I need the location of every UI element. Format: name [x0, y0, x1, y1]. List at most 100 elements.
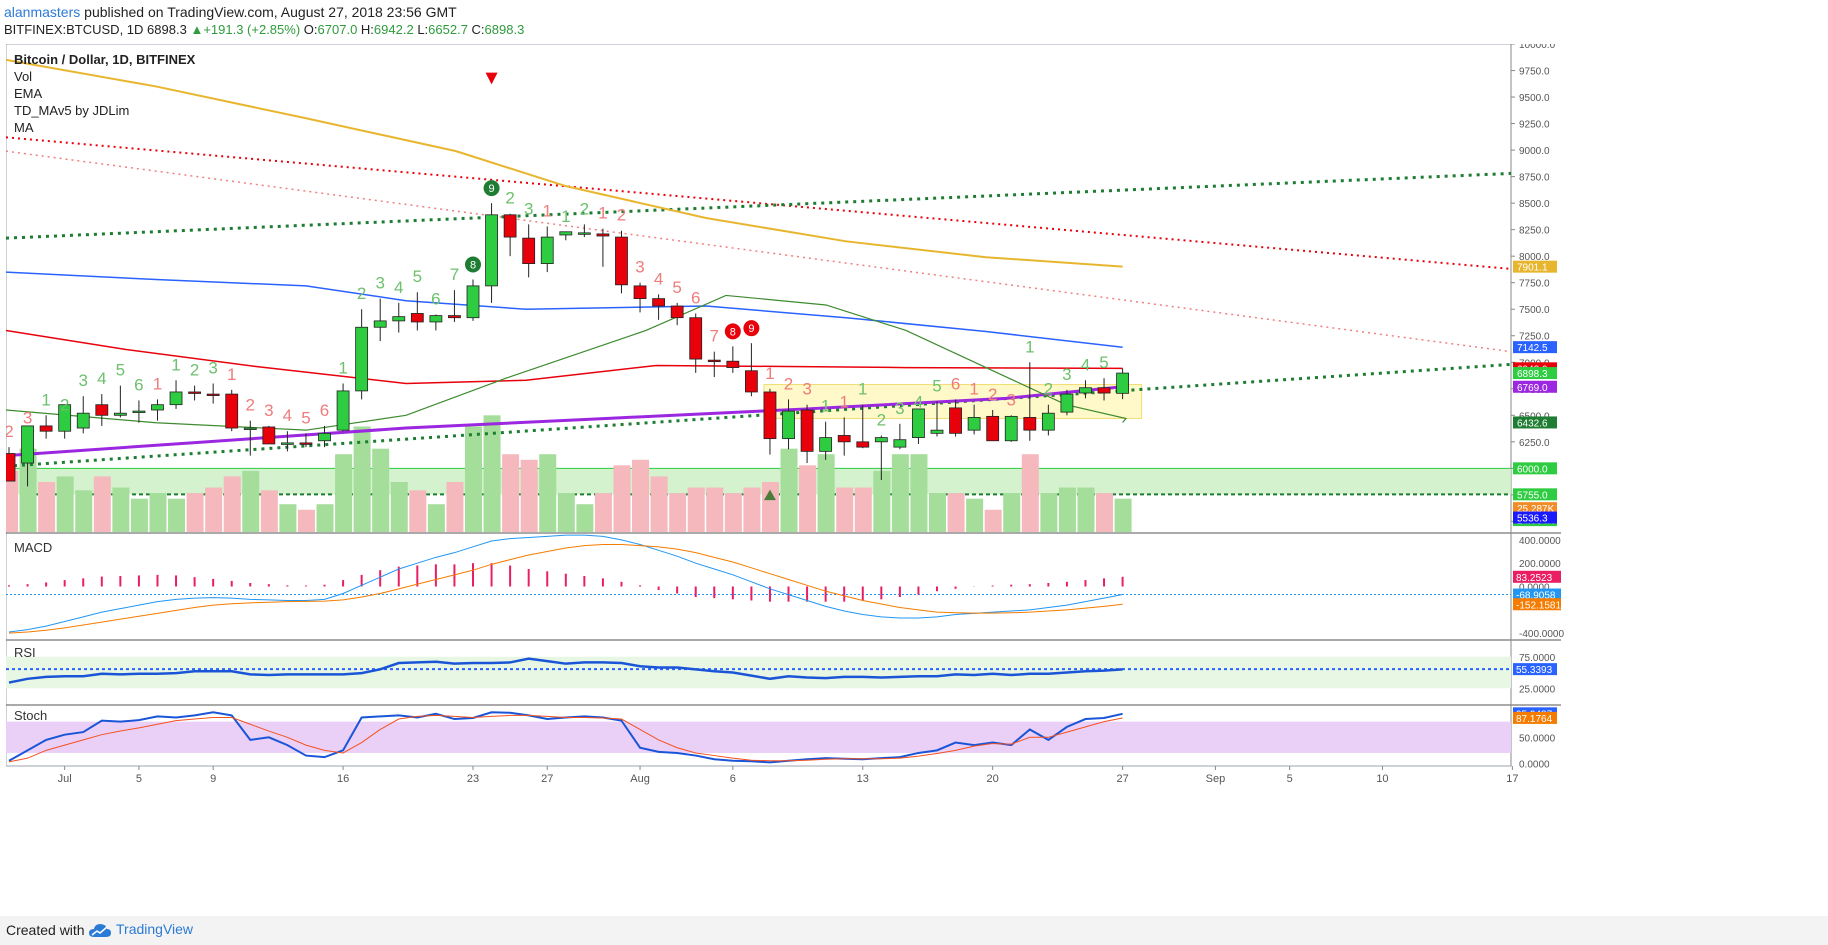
candle-body	[39, 425, 53, 432]
created-with-text: Created with	[6, 922, 85, 938]
y-tick-label: 8250.0	[1519, 226, 1550, 237]
x-tick-label: 16	[337, 773, 349, 785]
td-count-label: 3	[208, 358, 217, 377]
volume-bar	[854, 487, 872, 532]
x-tick-label: Jul	[58, 773, 72, 785]
candle-body	[540, 236, 554, 265]
volume-bar	[984, 509, 1002, 532]
td-count-label: 3	[23, 408, 32, 427]
legend-item-vol[interactable]: Vol	[14, 69, 33, 84]
td-count-label: 1	[543, 201, 552, 220]
low-label: L:	[417, 22, 429, 37]
candle-body	[1060, 393, 1074, 413]
high-label: H:	[360, 22, 374, 37]
last-price: 6898.3	[147, 22, 187, 37]
td-count-label: 6	[431, 290, 440, 309]
candle-body	[429, 315, 443, 323]
stoch-value-box	[1513, 711, 1557, 724]
candle-body	[410, 313, 424, 323]
td-count-label: 4	[654, 269, 663, 288]
candle-body	[596, 233, 610, 237]
candle-body	[466, 285, 480, 319]
volume-bar	[279, 504, 297, 532]
volume-bar	[724, 493, 742, 532]
td-count-label: 7	[450, 265, 459, 284]
candle-body	[318, 432, 331, 442]
macd-line	[8, 534, 1123, 633]
candle-body	[726, 360, 740, 368]
candle-body	[336, 390, 350, 431]
high-value: 6942.2	[373, 22, 414, 37]
volume-bar	[799, 465, 817, 532]
td-count-label: 1	[598, 204, 607, 223]
candle-body	[800, 409, 814, 452]
volume-bar	[966, 498, 984, 532]
open-label: O:	[303, 22, 318, 37]
rsi-y-tick-label: 75.0000	[1519, 653, 1556, 664]
open-value: 6707.0	[317, 22, 358, 37]
td-count-label: 3	[802, 380, 811, 399]
volume-bar	[947, 493, 965, 532]
candle-body	[949, 407, 962, 434]
td-count-label: 9	[488, 183, 494, 195]
ema-blue-line	[5, 271, 1123, 348]
candle-body	[243, 427, 257, 430]
legend-item-ema[interactable]: EMA	[14, 86, 43, 101]
candle-body	[1097, 387, 1111, 394]
volume-bar	[1077, 487, 1095, 532]
stoch-y-tick-label: 50.0000	[1519, 733, 1556, 744]
td-count-label: 1	[765, 364, 774, 383]
td-count-label: 1	[858, 380, 867, 399]
volume-bar	[520, 459, 538, 532]
candle-body	[206, 393, 220, 396]
sell-signal-triangle-icon	[485, 72, 498, 85]
publish-line: alanmasters published on TradingView.com…	[4, 4, 457, 20]
support-trendline-upper	[5, 171, 1512, 240]
x-tick-label: 5	[1287, 773, 1293, 785]
legend-item-ma[interactable]: MA	[14, 120, 34, 135]
y-tick-label: 9000.0	[1519, 146, 1550, 157]
volume-bar	[502, 454, 520, 532]
candle-body	[559, 231, 573, 236]
td-count-label: 1	[227, 365, 236, 384]
tradingview-brand[interactable]: TradingView	[88, 921, 193, 937]
td-count-label: 2	[190, 361, 199, 380]
volume-bar	[1003, 493, 1021, 532]
volume-bar	[929, 493, 946, 532]
y-tick-label: 9250.0	[1519, 120, 1550, 131]
td-count-label: 2	[617, 206, 626, 225]
y-tick-label: 6250.0	[1519, 438, 1550, 449]
volume-bar	[1058, 487, 1076, 532]
y-tick-label: 8000.0	[1519, 252, 1550, 263]
price-label-box	[1513, 416, 1557, 429]
volume-bar	[891, 454, 909, 532]
volume-bar	[613, 465, 631, 532]
footer: Created with TradingView	[0, 916, 1828, 945]
macd-y-tick-label: -400.0000	[1519, 629, 1564, 640]
td-count-label: 1	[338, 358, 347, 377]
volume-bar	[446, 482, 464, 532]
rsi-y-tick-label: 25.0000	[1519, 684, 1556, 695]
volume-bar	[1040, 493, 1058, 532]
x-tick-label: 9	[210, 773, 216, 785]
td-count-label: 4	[914, 392, 923, 411]
price-label-box	[1513, 502, 1557, 515]
candle-body	[1023, 417, 1037, 431]
x-tick-label: 6	[730, 773, 736, 785]
x-tick-label: 27	[1116, 773, 1128, 785]
up-arrow-icon: ▲	[190, 22, 204, 37]
price-label-box	[1513, 260, 1557, 273]
x-tick-label: 27	[541, 773, 553, 785]
volume-bar	[205, 487, 223, 532]
volume-bar	[335, 454, 353, 532]
legend-item-td[interactable]: TD_MAv5 by JDLim	[14, 103, 130, 118]
author-link[interactable]: alanmasters	[4, 4, 81, 20]
price-label-text: 5536.3	[1517, 514, 1548, 525]
td-count-circle	[724, 323, 741, 340]
published-text: published on TradingView.com, August 27,…	[84, 4, 457, 20]
stoch-value-text: 87.1764	[1516, 714, 1553, 725]
volume-bar	[465, 426, 482, 532]
td-count-label: 2	[246, 396, 255, 415]
